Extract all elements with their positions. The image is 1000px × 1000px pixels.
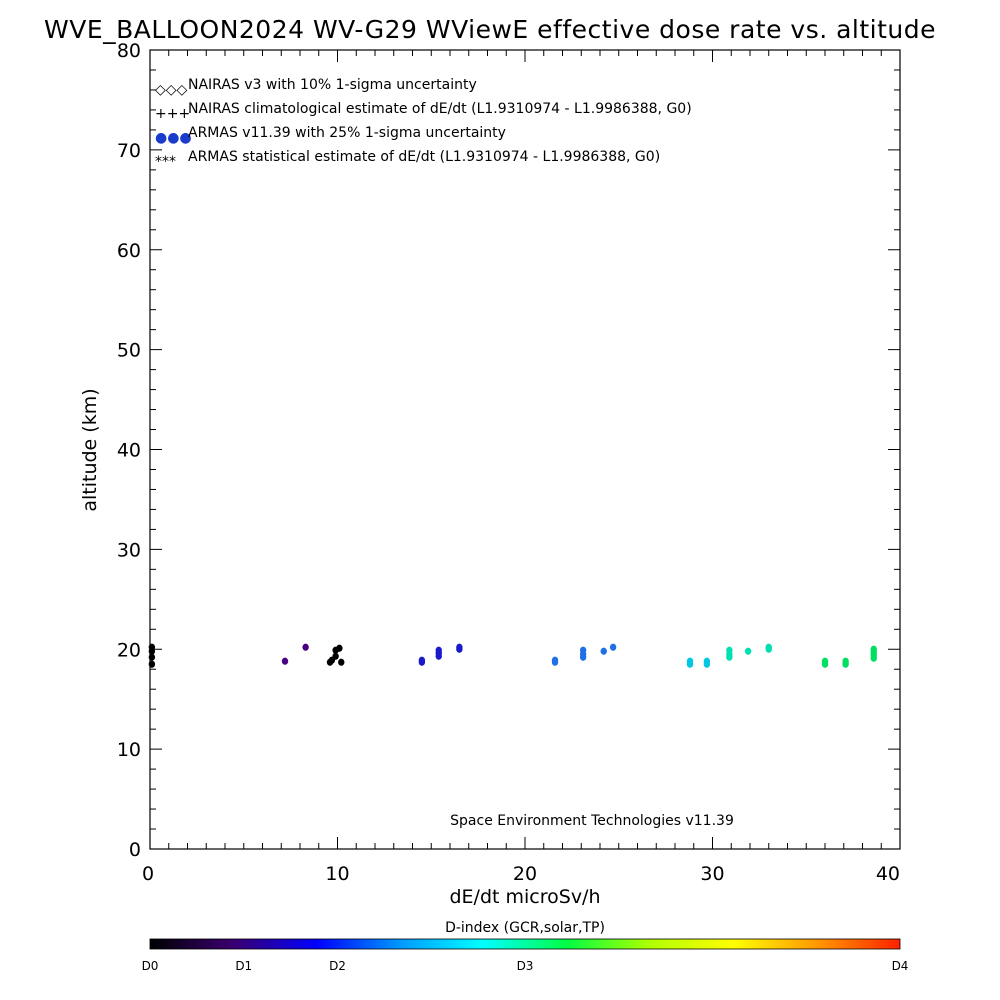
data-point	[870, 645, 877, 653]
data-point	[842, 657, 849, 665]
data-point	[336, 644, 343, 652]
data-point	[579, 646, 587, 654]
legend-symbol: ●●●	[155, 130, 192, 146]
data-point	[418, 656, 426, 664]
x-axis-label: dE/dt microSv/h	[449, 886, 600, 908]
data-point	[148, 660, 156, 668]
y-tick-label: 50	[117, 340, 141, 362]
y-tick-label: 60	[117, 240, 141, 262]
data-point	[765, 643, 772, 651]
data-point	[551, 656, 559, 664]
data-point	[744, 647, 752, 655]
data-point	[686, 657, 694, 665]
legend-entry: ARMAS v11.39 with 25% 1-sigma uncertaint…	[188, 125, 506, 141]
x-tick-label: 40	[876, 863, 900, 885]
plot-frame	[149, 49, 901, 850]
credit-annotation: Space Environment Technologies v11.39	[450, 813, 734, 829]
data-point	[600, 647, 607, 655]
colorbar-title: D-index (GCR,solar,TP)	[445, 920, 605, 936]
y-tick-label: 20	[117, 639, 141, 661]
data-point	[148, 643, 156, 651]
data-point	[703, 657, 711, 665]
data-points	[148, 643, 877, 668]
y-tick-label: 40	[117, 440, 141, 462]
x-tick-label: 30	[700, 863, 724, 885]
y-tick-label: 80	[117, 40, 141, 62]
y-axis-label: altitude (km)	[79, 388, 101, 511]
legend-symbol: ◇◇◇	[155, 82, 188, 98]
colorbar-label: D1	[235, 959, 252, 973]
x-tick-label: 10	[325, 863, 349, 885]
colorbar-label: D4	[892, 959, 909, 973]
x-tick-label: 20	[513, 863, 537, 885]
x-axis-ticks: 0 10 20 30 40	[142, 50, 901, 885]
y-axis-ticks: 0 10 20 30 40 50 60 70 80	[117, 40, 900, 861]
chart-title: WVE_BALLOON2024 WV-G29 WViewE effective …	[44, 15, 936, 44]
y-tick-label: 10	[117, 739, 141, 761]
legend-entry: ARMAS statistical estimate of dE/dt (L1.…	[188, 149, 660, 165]
y-tick-label: 0	[129, 839, 141, 861]
colorbar-label: D3	[517, 959, 534, 973]
data-point	[148, 653, 156, 661]
data-point	[302, 643, 309, 651]
data-point	[281, 657, 289, 665]
colorbar	[149, 938, 901, 950]
colorbar-labels: D0 D1 D2 D3 D4	[142, 959, 909, 973]
data-point	[328, 656, 336, 664]
colorbar-label: D2	[329, 959, 346, 973]
data-point	[726, 646, 733, 654]
y-tick-label: 30	[117, 539, 141, 561]
colorbar-label: D0	[142, 959, 159, 973]
data-point	[456, 643, 463, 651]
legend: ◇◇◇ NAIRAS v3 with 10% 1-sigma uncertaint…	[155, 77, 692, 170]
x-tick-label: 0	[142, 863, 154, 885]
data-point	[435, 646, 442, 654]
data-point	[821, 657, 829, 665]
legend-symbol: ***	[155, 154, 176, 170]
data-point	[338, 658, 345, 666]
legend-entry: NAIRAS climatological estimate of dE/dt …	[188, 101, 692, 117]
legend-entry: NAIRAS v3 with 10% 1-sigma uncertainty	[188, 77, 477, 93]
legend-symbol: +++	[155, 106, 190, 122]
y-tick-label: 70	[117, 140, 141, 162]
data-point	[609, 643, 617, 651]
